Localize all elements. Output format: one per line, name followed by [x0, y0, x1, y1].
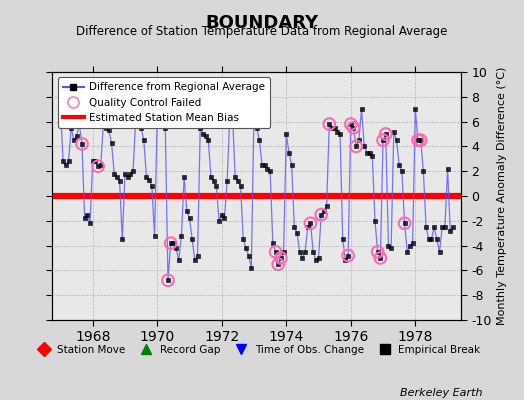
Point [374, 248, 382, 255]
Point [94, 163, 102, 170]
Point [325, 121, 333, 127]
Point [226, 112, 234, 118]
Point [78, 141, 86, 147]
Legend: Station Move, Record Gap, Time of Obs. Change, Empirical Break: Station Move, Record Gap, Time of Obs. C… [30, 342, 483, 358]
Point [344, 252, 352, 259]
Point [167, 240, 175, 246]
Point [414, 137, 422, 143]
Point [376, 255, 385, 261]
Point [271, 248, 280, 255]
Point [228, 112, 237, 118]
Text: Berkeley Earth: Berkeley Earth [400, 388, 482, 398]
Text: BOUNDARY: BOUNDARY [205, 14, 319, 32]
Y-axis label: Monthly Temperature Anomaly Difference (°C): Monthly Temperature Anomaly Difference (… [497, 67, 507, 325]
Point [277, 255, 285, 261]
Point [317, 211, 325, 218]
Legend: Difference from Regional Average, Quality Control Failed, Estimated Station Mean: Difference from Regional Average, Qualit… [58, 77, 270, 128]
Point [417, 137, 425, 143]
Point [164, 277, 172, 284]
Point [346, 121, 355, 127]
Point [400, 220, 409, 226]
Point [350, 125, 358, 131]
Point [379, 137, 387, 143]
Point [352, 143, 361, 150]
Text: Difference of Station Temperature Data from Regional Average: Difference of Station Temperature Data f… [77, 25, 447, 38]
Point [381, 131, 390, 137]
Point [307, 220, 315, 226]
Point [274, 261, 282, 267]
